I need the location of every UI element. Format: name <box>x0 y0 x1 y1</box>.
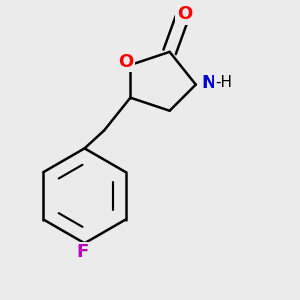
Text: N: N <box>201 74 216 92</box>
Text: -H: -H <box>215 75 232 90</box>
Text: O: O <box>177 5 192 23</box>
Text: O: O <box>118 53 133 71</box>
Text: F: F <box>77 243 89 261</box>
